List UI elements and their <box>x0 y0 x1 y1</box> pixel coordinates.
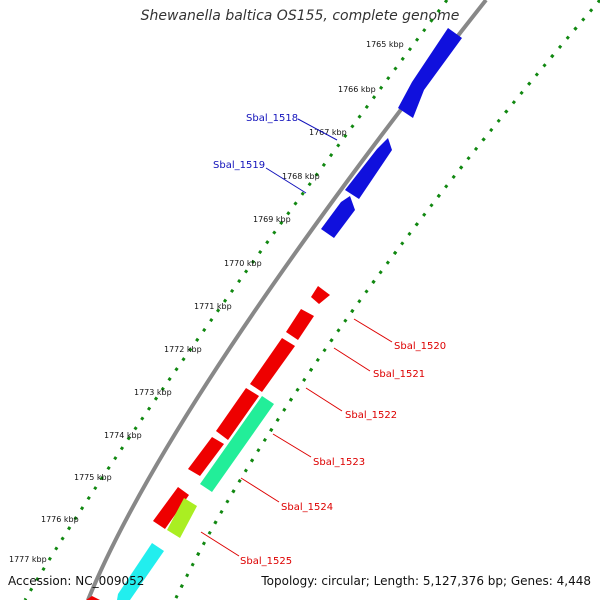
gene-label-leader <box>353 318 393 343</box>
kbp-tick-label: 1773 kbp <box>134 388 172 397</box>
cyan-block <box>117 543 164 600</box>
kbp-tick-label: 1769 kbp <box>253 215 291 224</box>
gene-label-sbal-1524: Sbal_1524 <box>281 502 333 513</box>
gene-arrow-sbal-1525 <box>153 487 189 529</box>
gene-label-leader <box>200 531 240 557</box>
kbp-tick-label: 1766 kbp <box>338 85 376 94</box>
gene-label-sbal-1521: Sbal_1521 <box>373 369 425 380</box>
gene-arrow-sbal-1519 <box>321 196 355 238</box>
gene-label-sbal-1525: Sbal_1525 <box>240 556 292 567</box>
gene-arrow-sbal-1524 <box>188 437 224 476</box>
kbp-tick-label: 1770 kbp <box>224 259 262 268</box>
inner-dotted-ring <box>173 0 600 600</box>
accession-label: Accession: NC_009052 <box>8 574 145 588</box>
gene-label-sbal-1519: Sbal_1519 <box>213 160 265 171</box>
kbp-tick-label: 1768 kbp <box>282 172 320 181</box>
gene-arrow-sbal-1517 <box>398 28 462 118</box>
gene-label-sbal-1523: Sbal_1523 <box>313 457 365 468</box>
gene-arrow-sbal-1518 <box>345 138 392 199</box>
kbp-tick-label: 1772 kbp <box>164 345 202 354</box>
gene-label-sbal-1520: Sbal_1520 <box>394 341 446 352</box>
gene-arrow-sbal-1521 <box>286 309 314 340</box>
gene-label-leader <box>272 433 312 458</box>
gene-label-leader <box>297 118 338 141</box>
outer-dotted-ring <box>23 0 449 600</box>
gene-label-sbal-1522: Sbal_1522 <box>345 410 397 421</box>
gene-arrow-red-bottom <box>86 596 100 600</box>
kbp-tick-label: 1774 kbp <box>104 431 142 440</box>
kbp-tick-label: 1765 kbp <box>366 40 404 49</box>
kbp-tick-label: 1777 kbp <box>9 555 47 564</box>
gene-arrow-sbal-1522 <box>250 338 295 392</box>
gene-label-leader <box>240 477 280 503</box>
kbp-tick-label: 1771 kbp <box>194 302 232 311</box>
genome-summary: Topology: circular; Length: 5,127,376 bp… <box>261 574 591 588</box>
gene-arrow-sbal-1523 <box>216 388 259 440</box>
gene-label-leader <box>305 387 343 412</box>
gene-label-leader <box>333 347 371 372</box>
gene-arrow-sbal-1520 <box>311 286 330 304</box>
inner-tick-marks <box>173 0 600 600</box>
green-block <box>200 396 274 492</box>
kbp-tick-label: 1776 kbp <box>41 515 79 524</box>
kbp-tick-label: 1775 kbp <box>74 473 112 482</box>
gene-label-leader <box>265 167 307 194</box>
kbp-tick-label: 1767 kbp <box>309 128 347 137</box>
genome-title: Shewanella baltica OS155, complete genom… <box>140 8 460 24</box>
lime-block <box>167 498 197 538</box>
gene-label-sbal-1518: Sbal_1518 <box>246 113 298 124</box>
